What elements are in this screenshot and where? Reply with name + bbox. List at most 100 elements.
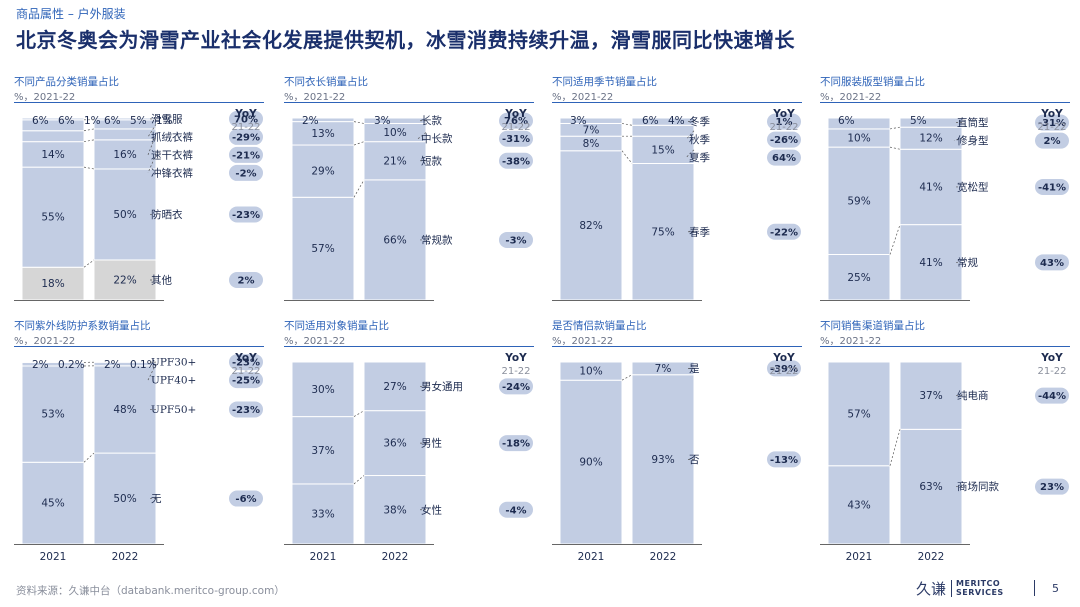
bar-segment <box>93 128 157 141</box>
bar-value-label: 50% <box>113 209 136 221</box>
yoy-period: 21-22 <box>1037 122 1066 133</box>
bar-segment <box>291 361 355 418</box>
category-label: 无 <box>151 493 162 505</box>
chart-title: 不同适用季节销量占比 <box>552 76 657 88</box>
bar-segment <box>899 148 963 226</box>
breadcrumb: 商品属性 – 户外服装 <box>16 7 126 21</box>
bar-segment <box>93 365 157 454</box>
chart-panel: 不同衣长销量占比 %，2021-22 57% 29% 13% 2% 66% 21% 10% 3% 常… <box>284 74 534 314</box>
bar-value-label: 22% <box>113 274 136 286</box>
bar-segment <box>93 259 157 301</box>
chart-subtitle: %，2021-22 <box>820 336 882 347</box>
page-title: 北京冬奥会为滑雪产业社会化发展提供契机，冰雪消费持续升温，滑雪服同比快速增长 <box>16 28 795 52</box>
bar-value-label: 38% <box>383 504 406 516</box>
bar-segment <box>21 266 85 301</box>
yoy-period: 21-22 <box>769 366 798 377</box>
yoy-pill <box>767 223 801 240</box>
yoy-pill <box>1035 254 1069 271</box>
yoy-value: 76% <box>504 116 528 127</box>
yoy-period: 21-22 <box>501 122 530 133</box>
label-leader-line <box>685 130 695 140</box>
yoy-pill <box>229 401 263 418</box>
label-leader-line <box>953 137 963 141</box>
chart-subtitle: %，2021-22 <box>552 336 614 347</box>
chart-title-rule <box>552 102 802 103</box>
yoy-pill <box>499 378 533 395</box>
bar-segment <box>363 475 427 545</box>
yoy-value: -44% <box>1038 391 1066 402</box>
yoy-value: -41% <box>1038 182 1066 193</box>
bar-value-label: 45% <box>41 498 64 510</box>
bar-value-label: 6% <box>838 115 855 127</box>
chart-panel: 不同适用季节销量占比 %，2021-22 82% 8% 7% 3% 75% 15% 6% 4% 春季… <box>552 74 802 314</box>
category-label: UPF30+ <box>151 357 196 369</box>
chart-title: 不同紫外线防护系数销量占比 <box>14 320 151 332</box>
bar-value-label: 2% <box>104 359 121 371</box>
chart-panel: 不同适用对象销量占比 %，2021-22 33% 37% 30% 38% 36% 27% 女性 -… <box>284 318 534 563</box>
category-label: 常规款 <box>421 233 453 246</box>
bar-value-label: 2% <box>32 359 49 371</box>
yoy-pill <box>499 435 533 452</box>
bar-segment <box>559 361 623 381</box>
bar-value-label: 6% <box>32 115 49 127</box>
yoy-period: 21-22 <box>231 366 260 377</box>
yoy-pill <box>229 354 263 371</box>
connector-line <box>353 121 365 124</box>
stacked-bar-chart: 45%53%2% 0.2%50%48%2% 0.1%无 -6%UPF50+ -23%UP… <box>14 352 263 563</box>
yoy-value: -31% <box>1038 118 1066 129</box>
connector-line <box>353 410 365 417</box>
chart-subtitle: %，2021-22 <box>820 92 882 103</box>
bar-value-label: 1% <box>84 115 101 127</box>
category-label: 是 <box>689 363 700 375</box>
x-tick-label: 2021 <box>846 551 873 563</box>
bar-segment <box>291 196 355 301</box>
yoy-value: -26% <box>770 135 798 146</box>
connector-line <box>621 150 633 164</box>
bar-value-label: 63% <box>919 481 942 493</box>
yoy-pill <box>229 490 263 507</box>
yoy-value: -25% <box>232 376 260 387</box>
yoy-pill <box>767 149 801 166</box>
connector-line <box>83 128 95 132</box>
bar-value-label: 7% <box>655 363 672 375</box>
yoy-header: YoY <box>1040 108 1063 120</box>
bar-value-label: 37% <box>311 445 334 457</box>
category-label: UPF50+ <box>151 404 196 416</box>
category-label: 短款 <box>421 154 442 167</box>
connector-line <box>83 259 95 268</box>
yoy-pill <box>229 372 263 389</box>
bar-segment <box>559 117 623 124</box>
yoy-pill <box>767 131 801 148</box>
connector-line <box>621 374 633 381</box>
yoy-header: YoY <box>772 108 795 120</box>
bar-value-label: 93% <box>651 454 674 466</box>
yoy-period: 21-22 <box>231 122 260 133</box>
connector-line <box>889 146 901 150</box>
x-tick-label: 2021 <box>578 551 605 563</box>
bar-segment <box>363 361 427 412</box>
category-label: 男性 <box>421 437 442 450</box>
yoy-pill <box>767 113 801 130</box>
stacked-bar-chart: 43% 57% 63% 37% 商场同款 23% 纯电商 -44% YoY 21-22 2021 20… <box>820 352 1069 563</box>
chart-title: 不同服装版型销量占比 <box>820 76 925 88</box>
x-tick-label: 2022 <box>112 551 139 563</box>
bar-value-label: 30% <box>311 384 334 396</box>
bar-segment <box>21 117 85 121</box>
bar-segment <box>291 483 355 545</box>
bar-value-label: 18% <box>41 278 64 290</box>
connector-line <box>889 126 901 130</box>
chart-panel: 是否情侣款销量占比 %，2021-22 90% 10% 93% 7% 否 -13% 是 -39% Y… <box>552 318 802 563</box>
chart-title: 不同销售渠道销量占比 <box>820 320 925 332</box>
bar-segment <box>559 379 623 545</box>
bar-value-label: 55% <box>41 212 64 224</box>
bar-segment <box>559 150 623 301</box>
bar-value-label: 21% <box>383 155 406 167</box>
bar-value-label: 1% <box>156 115 173 127</box>
category-label: 秋季 <box>689 133 710 146</box>
category-label: 女性 <box>421 503 442 516</box>
bar-segment <box>93 139 157 170</box>
category-label: 春季 <box>689 226 710 238</box>
connector-line <box>83 452 95 463</box>
chart-subtitle: %，2021-22 <box>284 336 346 347</box>
yoy-value: 43% <box>1040 258 1064 269</box>
